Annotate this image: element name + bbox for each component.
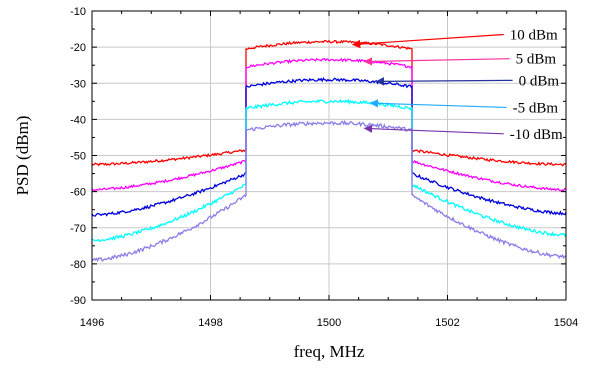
x-tick-label: 1496: [80, 317, 104, 329]
x-tick-label: 1500: [317, 317, 341, 329]
annotation-arrow: [369, 99, 507, 109]
series-lines: [91, 39, 567, 263]
x-tick-label: 1498: [198, 317, 222, 329]
annotation-label: 10 dBm: [510, 27, 558, 43]
axis-ticks: -10 -20 -30 -40 -50 -60 -70 -80 -90 1496 1498 1500 1…: [70, 6, 578, 329]
y-tick-label: -30: [70, 78, 86, 90]
y-tick-label: -50: [70, 151, 86, 163]
x-axis-title: freq, MHz: [294, 342, 365, 361]
x-tick-label: 1504: [554, 317, 578, 329]
series-line-2: [91, 77, 567, 217]
series-line-1: [91, 57, 567, 192]
y-tick-label: -70: [70, 223, 86, 235]
annotation-label: -5 dBm: [513, 100, 559, 116]
y-tick-label: -60: [70, 187, 86, 199]
annotation-arrow: [363, 124, 504, 135]
annotation-label: 0 dBm: [519, 73, 560, 89]
annotation-label: -10 dBm: [510, 127, 563, 143]
x-tick-label: 1502: [435, 317, 459, 329]
annotations: 10 dBm 5 dBm 0 dBm -5 dBm -10 dBm: [351, 27, 563, 143]
series-line-0: [91, 39, 567, 167]
y-tick-label: -90: [70, 295, 86, 307]
y-axis-title: PSD (dBm): [13, 116, 32, 196]
series-line-4: [91, 119, 567, 263]
annotation-label: 5 dBm: [516, 52, 557, 68]
y-tick-label: -20: [70, 42, 86, 54]
y-tick-label: -10: [70, 6, 86, 18]
y-tick-label: -80: [70, 259, 86, 271]
series-line-3: [91, 98, 567, 243]
annotation-arrow: [375, 77, 513, 86]
annotation-arrow: [363, 57, 510, 66]
y-tick-label: -40: [70, 114, 86, 126]
annotation-arrow: [351, 33, 504, 49]
grid: [92, 11, 566, 300]
